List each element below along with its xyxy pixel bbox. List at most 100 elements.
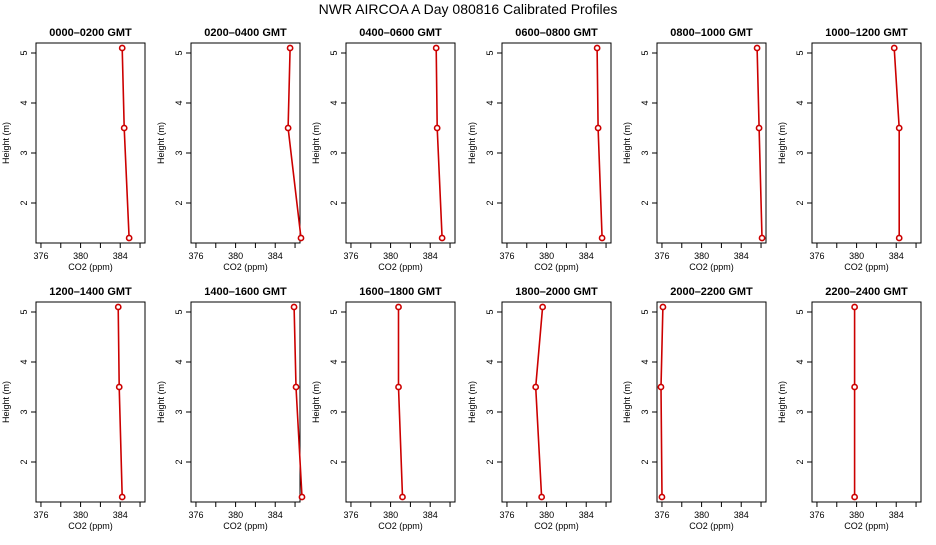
plot-frame bbox=[190, 42, 301, 244]
plot-frame bbox=[190, 301, 301, 503]
x-axis-label: CO2 (ppm) bbox=[534, 262, 579, 272]
y-tick-label: 4 bbox=[19, 100, 29, 105]
y-tick-label: 4 bbox=[485, 100, 495, 105]
x-axis-label: CO2 (ppm) bbox=[689, 521, 734, 531]
y-tick-label: 2 bbox=[174, 200, 184, 205]
data-point bbox=[598, 234, 606, 242]
x-tick-label: 376 bbox=[188, 251, 203, 261]
x-tick-label: 376 bbox=[654, 251, 669, 261]
y-tick-label: 3 bbox=[19, 409, 29, 414]
data-point bbox=[432, 44, 440, 52]
x-tick-label: 376 bbox=[499, 510, 514, 520]
data-point bbox=[284, 124, 292, 132]
data-point bbox=[118, 44, 126, 52]
y-tick-label: 4 bbox=[640, 359, 650, 364]
data-point bbox=[895, 124, 903, 132]
profile-line bbox=[397, 307, 404, 498]
plot-frame bbox=[811, 301, 922, 503]
y-tick-label: 3 bbox=[795, 150, 805, 155]
x-tick-label: 380 bbox=[694, 251, 709, 261]
x-tick-label: 380 bbox=[383, 510, 398, 520]
x-axis-label: CO2 (ppm) bbox=[68, 262, 113, 272]
profile-line bbox=[287, 47, 302, 239]
data-point bbox=[659, 303, 667, 311]
y-tick-label: 5 bbox=[795, 50, 805, 55]
y-tick-label: 2 bbox=[485, 200, 495, 205]
y-tick-label: 4 bbox=[329, 359, 339, 364]
data-point bbox=[890, 44, 898, 52]
y-tick-label: 4 bbox=[795, 359, 805, 364]
data-point bbox=[433, 124, 441, 132]
panel-title: 2000–2200 GMT bbox=[670, 286, 753, 298]
data-point bbox=[755, 124, 763, 132]
x-tick-label: 380 bbox=[228, 251, 243, 261]
x-tick-label: 376 bbox=[343, 251, 358, 261]
x-tick-label: 384 bbox=[113, 510, 128, 520]
x-axis-label: CO2 (ppm) bbox=[689, 262, 734, 272]
x-tick-label: 380 bbox=[228, 510, 243, 520]
data-point bbox=[538, 493, 546, 501]
data-point bbox=[658, 493, 666, 501]
figure-title: NWR AIRCOA A Day 080816 Calibrated Profi… bbox=[318, 1, 618, 17]
x-tick-label: 380 bbox=[849, 510, 864, 520]
y-tick-label: 3 bbox=[174, 150, 184, 155]
x-axis-label: CO2 (ppm) bbox=[844, 262, 889, 272]
x-tick-label: 376 bbox=[809, 251, 824, 261]
x-axis-label: CO2 (ppm) bbox=[378, 262, 423, 272]
y-axis-label: Height (m) bbox=[156, 381, 166, 423]
y-tick-label: 2 bbox=[174, 459, 184, 464]
x-axis-label: CO2 (ppm) bbox=[223, 521, 268, 531]
x-tick-label: 384 bbox=[579, 251, 594, 261]
data-point bbox=[758, 234, 766, 242]
profile-line bbox=[756, 47, 763, 239]
plot-frame bbox=[656, 42, 767, 244]
profile-line bbox=[534, 306, 544, 498]
x-axis-label: CO2 (ppm) bbox=[534, 521, 579, 531]
y-axis-label: Height (m) bbox=[467, 122, 477, 164]
x-tick-label: 380 bbox=[694, 510, 709, 520]
data-point bbox=[532, 383, 540, 391]
y-tick-label: 4 bbox=[795, 100, 805, 105]
panel-title: 0200–0400 GMT bbox=[204, 27, 287, 39]
x-tick-label: 376 bbox=[33, 510, 48, 520]
data-point bbox=[115, 383, 123, 391]
data-point bbox=[594, 124, 602, 132]
y-tick-label: 2 bbox=[640, 200, 650, 205]
y-tick-label: 3 bbox=[485, 150, 495, 155]
profile-line bbox=[435, 47, 443, 239]
data-point bbox=[657, 383, 665, 391]
y-tick-label: 2 bbox=[329, 200, 339, 205]
x-axis-label: CO2 (ppm) bbox=[844, 521, 889, 531]
y-tick-label: 5 bbox=[485, 50, 495, 55]
profile-line bbox=[117, 306, 123, 498]
y-tick-label: 5 bbox=[19, 50, 29, 55]
data-point bbox=[395, 303, 402, 311]
profile-line bbox=[893, 47, 901, 238]
x-axis-label: CO2 (ppm) bbox=[378, 521, 423, 531]
data-point bbox=[593, 44, 601, 52]
x-tick-label: 376 bbox=[343, 510, 358, 520]
y-axis-label: Height (m) bbox=[311, 122, 321, 164]
y-tick-label: 5 bbox=[174, 50, 184, 55]
y-axis-label: Height (m) bbox=[467, 381, 477, 423]
x-tick-label: 384 bbox=[423, 510, 438, 520]
x-tick-label: 384 bbox=[268, 251, 283, 261]
x-tick-label: 376 bbox=[499, 251, 514, 261]
x-tick-label: 376 bbox=[654, 510, 669, 520]
data-point bbox=[851, 303, 859, 311]
data-point bbox=[120, 124, 128, 132]
profile-line bbox=[121, 47, 130, 239]
x-tick-label: 384 bbox=[268, 510, 283, 520]
y-tick-label: 3 bbox=[329, 409, 339, 414]
panel-title: 0000–0200 GMT bbox=[49, 27, 132, 39]
y-tick-label: 3 bbox=[640, 150, 650, 155]
panel-title: 2200–2400 GMT bbox=[825, 286, 908, 298]
